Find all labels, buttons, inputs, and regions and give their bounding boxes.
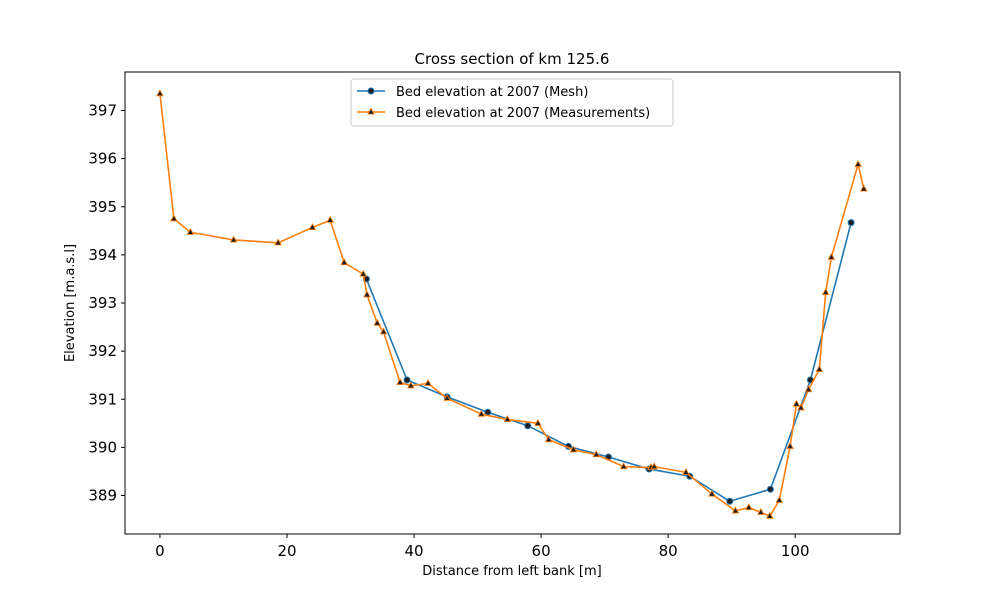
legend-marker (367, 107, 375, 115)
x-tick-label: 100 (781, 542, 810, 560)
data-point (797, 403, 805, 411)
data-point (569, 445, 578, 453)
x-axis-label: Distance from left bank [m] (422, 564, 601, 579)
x-tick-label: 20 (277, 542, 296, 560)
data-point (619, 462, 628, 470)
data-point (592, 450, 601, 458)
data-point (786, 441, 794, 449)
y-tick-label: 394 (88, 246, 117, 264)
x-tick-label: 0 (155, 542, 165, 560)
data-point (544, 435, 553, 443)
data-point (859, 184, 868, 192)
data-point (156, 89, 164, 97)
data-point (731, 506, 740, 514)
data-point (443, 393, 451, 401)
data-point (745, 503, 753, 511)
data-point (326, 215, 334, 223)
legend-entry: Bed elevation at 2007 (Mesh) (357, 85, 588, 100)
y-axis-label: Elevation [m.a.s.l] (63, 244, 78, 362)
series-measurements (156, 89, 868, 519)
data-point (308, 223, 317, 231)
legend: Bed elevation at 2007 (Mesh) Bed elevatio… (350, 78, 674, 127)
data-point (373, 318, 381, 326)
y-tick-label: 389 (88, 487, 117, 505)
legend-label: Bed elevation at 2007 (Mesh) (396, 85, 588, 100)
data-point (229, 235, 238, 243)
data-point (186, 227, 195, 235)
y-tick-label: 393 (88, 294, 117, 312)
data-point (503, 415, 512, 423)
y-tick-label: 391 (88, 390, 117, 408)
data-point (775, 495, 784, 503)
data-point (854, 159, 862, 167)
data-point (847, 219, 855, 227)
data-point (424, 378, 432, 386)
series-line (159, 93, 865, 517)
legend-box (350, 78, 674, 127)
y-tick-label: 395 (88, 198, 117, 216)
data-point (804, 385, 813, 393)
x-tick-label: 60 (532, 542, 551, 560)
y-tick-label: 392 (88, 342, 117, 360)
data-point (726, 497, 734, 505)
data-point (524, 422, 532, 430)
x-axis: 0 20 40 60 80 100 (155, 534, 810, 560)
data-point (821, 287, 830, 295)
data-point (396, 377, 404, 385)
data-point (379, 327, 388, 335)
plot-area-frame (124, 71, 901, 535)
y-tick-label: 396 (88, 150, 117, 168)
legend-label: Bed elevation at 2007 (Measurements) (396, 106, 650, 121)
data-point (534, 418, 542, 426)
data-point (170, 214, 178, 222)
y-tick-label: 390 (88, 438, 117, 456)
data-point (359, 269, 368, 277)
chart-title: Cross section of km 125.6 (415, 50, 610, 68)
data-point (757, 507, 765, 515)
series-mesh (362, 219, 855, 505)
data-point (340, 258, 348, 266)
data-point (407, 381, 415, 389)
data-point (708, 489, 716, 497)
data-point (827, 252, 836, 260)
data-point (766, 485, 774, 493)
data-point (363, 290, 371, 298)
data-point (650, 462, 658, 470)
x-tick-label: 80 (659, 542, 678, 560)
legend-marker (367, 87, 375, 95)
data-point (765, 511, 774, 519)
data-point (477, 409, 486, 417)
x-tick-label: 40 (404, 542, 423, 560)
series-layer (156, 89, 868, 519)
legend-entry: Bed elevation at 2007 (Measurements) (357, 106, 650, 121)
data-point (682, 467, 690, 475)
data-point (274, 238, 282, 246)
data-point (403, 376, 411, 384)
y-tick-label: 397 (88, 102, 117, 120)
data-point (792, 399, 801, 407)
data-point (815, 364, 824, 372)
y-axis: 389 390 391 392 393 394 395 396 397 (88, 102, 125, 505)
